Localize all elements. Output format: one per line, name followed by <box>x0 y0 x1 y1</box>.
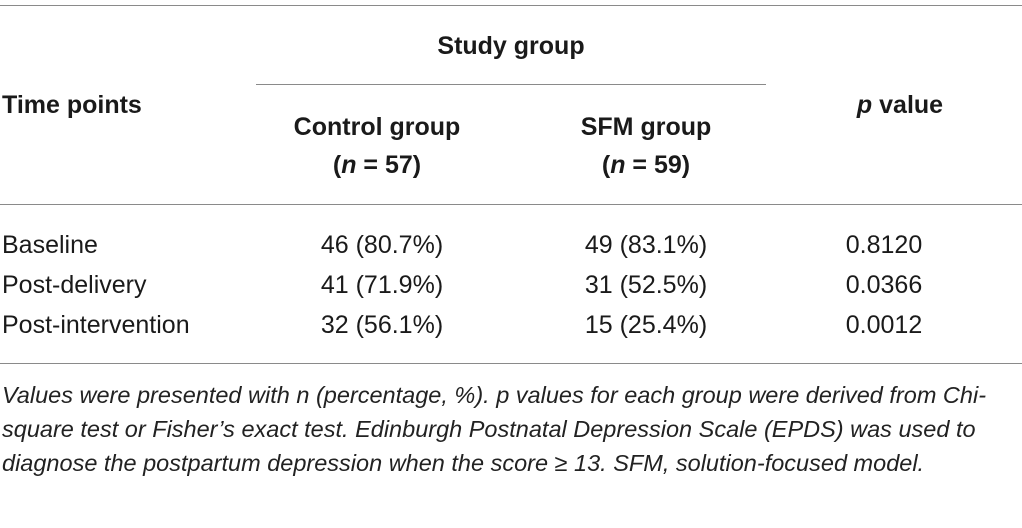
header-p-value: p value <box>857 90 943 120</box>
row-sfm-value: 31 (52.5%) <box>584 271 708 299</box>
table-bottom-rule <box>0 363 1022 364</box>
sfm-n-label: n <box>610 151 626 179</box>
row-time-point: Post-intervention <box>2 311 190 339</box>
header-control-n: (n = 57) <box>332 151 422 179</box>
header-time-points: Time points <box>2 91 142 119</box>
table-footnote: Values were presented with n (percentage… <box>2 382 987 476</box>
row-time-point: Post-delivery <box>2 271 147 299</box>
row-p-value: 0.0012 <box>845 311 923 339</box>
row-p-value: 0.0366 <box>845 271 923 299</box>
table-top-rule <box>0 5 1022 6</box>
p-label: p <box>856 91 873 119</box>
row-p-value: 0.8120 <box>845 231 923 259</box>
row-control-value: 41 (71.9%) <box>320 271 444 299</box>
header-bottom-rule <box>0 204 1022 205</box>
row-sfm-value: 49 (83.1%) <box>584 231 708 259</box>
row-control-value: 46 (80.7%) <box>320 231 444 259</box>
header-sfm-n: (n = 59) <box>601 151 691 179</box>
header-control-group: Control group <box>293 113 461 141</box>
row-sfm-value: 15 (25.4%) <box>584 311 708 339</box>
row-control-value: 32 (56.1%) <box>320 311 444 339</box>
control-n-value: = 57 <box>356 151 413 179</box>
control-n-label: n <box>341 151 357 179</box>
p-value-word: value <box>872 91 944 119</box>
sfm-n-value: = 59 <box>625 151 682 179</box>
study-group-rule <box>256 84 766 85</box>
header-sfm-group: SFM group <box>580 113 712 141</box>
row-time-point: Baseline <box>2 231 98 259</box>
header-study-group: Study group <box>437 32 585 60</box>
